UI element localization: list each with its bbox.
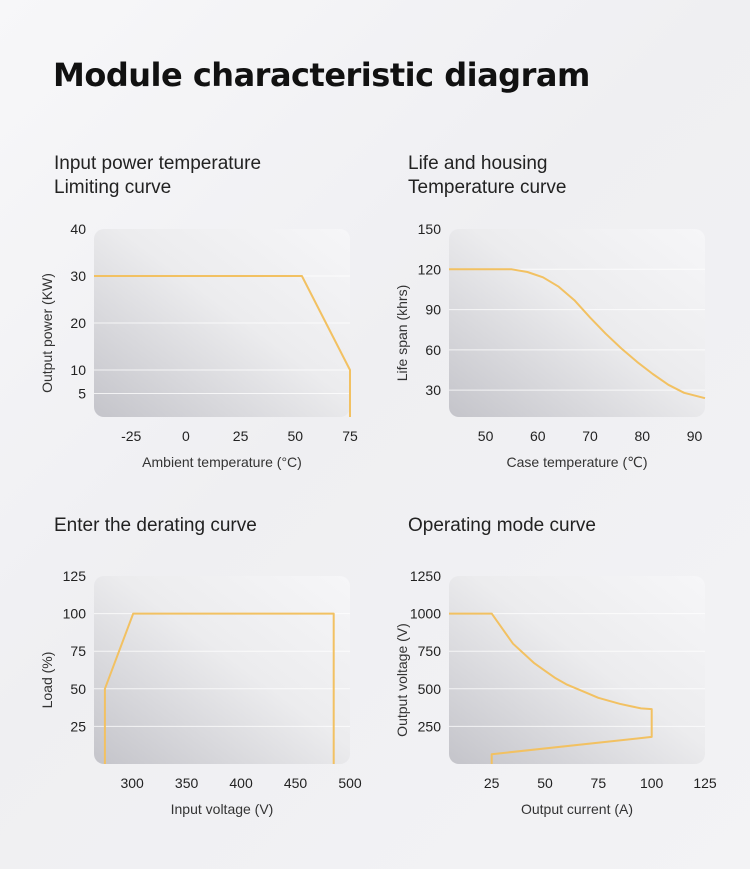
plot-area	[449, 576, 705, 764]
power-temperature-chart: 5 10 20 30 40 -25 0 25 50 75 Ambient temperature (…	[39, 221, 358, 470]
series-line	[449, 268, 706, 400]
series-line	[103, 612, 335, 764]
x-tick-label: 25	[233, 428, 249, 444]
y-tick-label: 60	[425, 342, 441, 358]
y-tick-label: 150	[418, 221, 442, 237]
x-axis-label: Output current (A)	[521, 801, 633, 817]
y-axis-label: Output power (KW)	[39, 273, 55, 393]
x-tick-label: 350	[175, 775, 199, 791]
y-tick-label: 125	[63, 568, 87, 584]
x-tick-label: 125	[693, 775, 717, 791]
series-line	[449, 612, 653, 764]
y-tick-label: 250	[418, 718, 442, 734]
chart-2-title-line-2: Temperature curve	[408, 177, 567, 198]
chart-2-title: Life and housing Temperature curve	[408, 152, 566, 200]
chart-3-title: Enter the derating curve	[54, 514, 257, 538]
y-tick-label: 75	[70, 643, 86, 659]
x-tick-label: 60	[530, 428, 546, 444]
y-tick-label: 100	[63, 606, 87, 622]
operating-mode-chart: 250 500 750 1000 1250 25 50 75 100 125 Output curr…	[394, 568, 717, 817]
plot-area	[94, 576, 350, 764]
chart-2-title-line-1: Life and housing	[408, 153, 548, 174]
y-tick-label: 5	[78, 386, 86, 402]
y-tick-label: 20	[70, 315, 86, 331]
chart-3-title-line-1: Enter the derating curve	[54, 515, 257, 536]
x-tick-label: -25	[121, 428, 141, 444]
x-axis-label: Ambient temperature (°C)	[142, 454, 302, 470]
y-tick-label: 25	[70, 718, 86, 734]
x-tick-label: 80	[635, 428, 651, 444]
y-tick-label: 1250	[410, 568, 441, 584]
chart-1-title: Input power temperature Limiting curve	[54, 152, 261, 200]
y-tick-label: 120	[418, 261, 442, 277]
y-tick-label: 10	[70, 362, 86, 378]
x-tick-label: 400	[229, 775, 253, 791]
x-tick-label: 90	[687, 428, 703, 444]
y-tick-label: 30	[70, 268, 86, 284]
chart-1-title-line-1: Input power temperature	[54, 153, 262, 174]
x-tick-label: 75	[591, 775, 607, 791]
x-tick-label: 0	[182, 428, 190, 444]
y-axis-label: Output voltage (V)	[394, 623, 410, 737]
chart-4-title-line-1: Operating mode curve	[408, 515, 596, 536]
y-axis-label: Load (%)	[39, 652, 55, 709]
series-line	[94, 275, 351, 417]
x-tick-label: 70	[582, 428, 598, 444]
y-tick-label: 30	[425, 382, 441, 398]
x-tick-label: 75	[342, 428, 358, 444]
y-tick-label: 50	[70, 681, 86, 697]
x-tick-label: 50	[537, 775, 553, 791]
chart-4-title: Operating mode curve	[408, 514, 596, 538]
x-tick-label: 50	[478, 428, 494, 444]
y-tick-label: 90	[425, 302, 441, 318]
x-tick-label: 450	[284, 775, 308, 791]
x-axis-label: Input voltage (V)	[171, 801, 274, 817]
x-axis-label: Case temperature (℃)	[507, 454, 648, 470]
x-tick-label: 50	[288, 428, 304, 444]
y-axis-label: Life span (khrs)	[394, 285, 410, 381]
y-tick-label: 500	[418, 681, 442, 697]
x-tick-label: 300	[120, 775, 144, 791]
y-tick-label: 750	[418, 643, 442, 659]
chart-1-title-line-2: Limiting curve	[54, 177, 172, 198]
x-tick-label: 100	[640, 775, 664, 791]
y-tick-label: 1000	[410, 606, 441, 622]
y-tick-label: 40	[70, 221, 86, 237]
x-tick-label: 500	[338, 775, 362, 791]
life-temperature-chart: 30 60 90 120 150 50 60 70 80 90 Case temperature (…	[394, 221, 706, 470]
plot-area	[449, 229, 705, 417]
x-tick-label: 25	[484, 775, 500, 791]
page-title: Module characteristic diagram	[53, 56, 590, 94]
derating-chart: 25 50 75 100 125 300 350 400 450 500 Input voltage…	[39, 568, 362, 817]
